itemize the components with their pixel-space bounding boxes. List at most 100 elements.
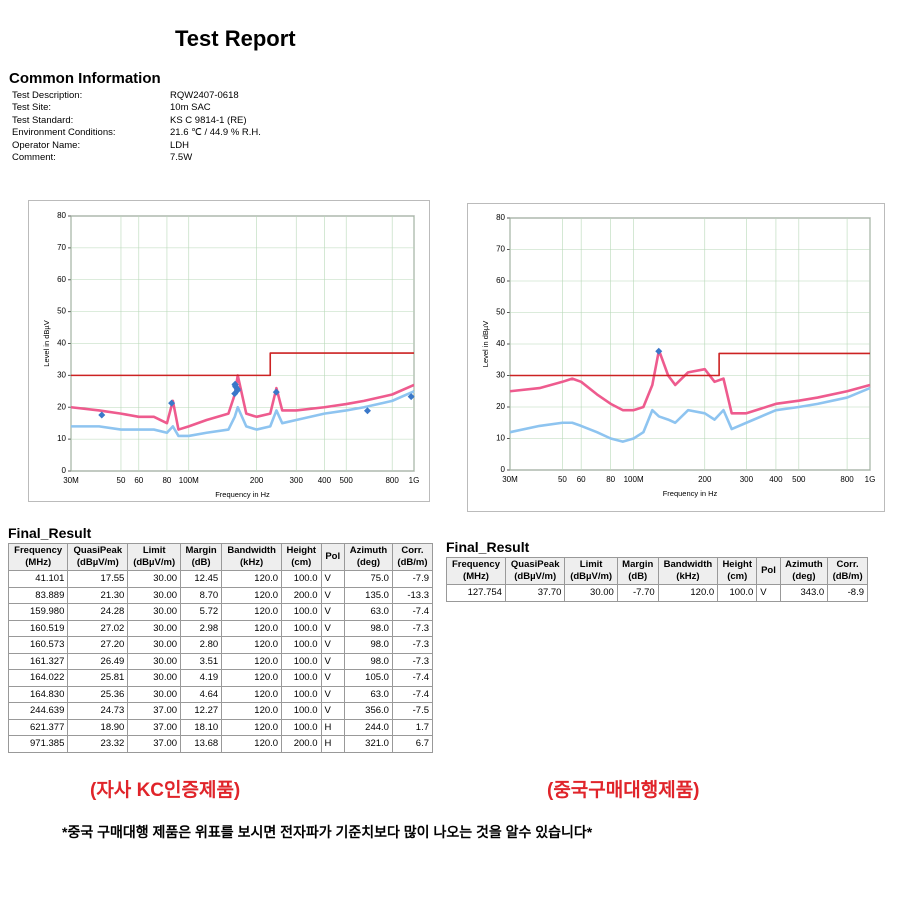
- y-tick-label: 60: [496, 276, 505, 285]
- header-text: QuasiPeak: [510, 559, 560, 570]
- y-tick-label: 0: [501, 465, 506, 474]
- column-header: Height (cm): [281, 543, 322, 571]
- cell: 37.00: [127, 718, 182, 736]
- cell: V: [320, 570, 345, 588]
- cell: V: [320, 636, 345, 654]
- info-value: 21.6 ℃ / 44.9 % R.H.: [170, 127, 261, 139]
- header-text: Azimuth: [349, 545, 388, 556]
- x-tick-label: 500: [792, 475, 806, 484]
- header-text: Margin: [622, 559, 654, 570]
- cell: 30.00: [127, 603, 182, 621]
- cell: -7.5: [391, 702, 434, 720]
- x-tick-label: 400: [318, 476, 332, 485]
- result-marker: [363, 407, 371, 415]
- info-label: Operator Name:: [12, 139, 81, 151]
- x-tick-label: 30M: [502, 475, 518, 484]
- header-text: (dB/m): [832, 571, 863, 582]
- table-title: Final_Result: [8, 525, 92, 541]
- x-tick-label: 500: [340, 476, 354, 485]
- report-title: Test Report: [175, 26, 296, 51]
- cell: 75.0: [343, 570, 393, 588]
- cell: 37.00: [127, 702, 182, 720]
- header-text: Corr.: [401, 545, 424, 556]
- cell: 120.0: [221, 603, 283, 621]
- y-axis-label: Level in dBµV: [481, 321, 490, 367]
- info-label: Environment Conditions:: [12, 127, 116, 139]
- cell: 12.45: [180, 570, 223, 588]
- column-header: Frequency (MHz): [7, 543, 69, 571]
- column-header: Corr. (dB/m): [391, 543, 434, 571]
- x-tick-label: 400: [769, 475, 783, 484]
- table-row: 164.830 25.36 30.00 4.64 120.0 100.0 V 63.0 -7.4: [7, 685, 434, 703]
- cell: -7.4: [391, 685, 434, 703]
- cell: 100.0: [281, 619, 322, 637]
- header-text: (dBµV/m): [570, 571, 613, 582]
- info-row: Test Standard: KS C 9814-1 (RE): [12, 114, 261, 127]
- table-row: 161.327 26.49 30.00 3.51 120.0 100.0 V 98.0 -7.3: [7, 652, 434, 670]
- cell: 105.0: [343, 669, 393, 687]
- cell: 971.385: [7, 735, 69, 753]
- info-value: LDH: [170, 139, 190, 151]
- y-tick-label: 70: [57, 243, 66, 252]
- cell: 37.00: [127, 735, 182, 753]
- table-title: Final_Result: [446, 539, 530, 555]
- cell: 30.00: [127, 619, 182, 637]
- header-text: (kHz): [240, 557, 264, 568]
- cell: 30.00: [127, 636, 182, 654]
- cell: -7.4: [391, 603, 434, 621]
- cell: 25.81: [67, 669, 129, 687]
- header-text: Margin: [185, 545, 217, 556]
- y-tick-label: 60: [57, 275, 66, 284]
- header-text: Corr.: [836, 559, 859, 570]
- cell: 100.0: [281, 718, 322, 736]
- y-tick-label: 10: [57, 434, 66, 443]
- caption: (자사 KC인증제품): [90, 780, 241, 801]
- column-header: Pol: [756, 557, 781, 585]
- cell: 244.0: [343, 718, 393, 736]
- column-header: Corr. (dB/m): [827, 557, 868, 585]
- cell: 343.0: [779, 584, 829, 602]
- cell: V: [320, 702, 345, 720]
- x-tick-label: 1G: [865, 475, 876, 484]
- cell: -7.3: [391, 636, 434, 654]
- cell: 164.830: [7, 685, 69, 703]
- cell: 24.28: [67, 603, 129, 621]
- x-tick-label: 50: [117, 476, 126, 485]
- header-text: (dB): [191, 557, 211, 568]
- column-header: Pol: [320, 543, 345, 571]
- info-label: Test Site:: [12, 102, 52, 114]
- x-axis-label: Frequency in Hz: [663, 489, 718, 498]
- cell: 8.70: [180, 586, 223, 604]
- header-text: Bandwidth: [663, 559, 713, 570]
- header-text: Limit: [579, 559, 603, 570]
- header-text: Pol: [325, 551, 341, 562]
- cell: -7.9: [391, 570, 434, 588]
- cell: 30.00: [127, 652, 182, 670]
- table-row: 621.377 18.90 37.00 18.10 120.0 100.0 H 244.0 1.…: [7, 718, 434, 736]
- note: *중국 구매대행 제품은 위표를 보시면 전자파가 기준치보다 많이 나오는 것…: [62, 824, 593, 840]
- x-tick-label: 60: [134, 476, 143, 485]
- cell: 18.90: [67, 718, 129, 736]
- column-header: Height (cm): [717, 557, 758, 585]
- result-marker: [98, 411, 106, 419]
- column-header: QuasiPeak (dBµV/m): [67, 543, 129, 571]
- y-tick-label: 30: [57, 370, 66, 379]
- header-text: (kHz): [676, 571, 700, 582]
- header-text: Pol: [761, 565, 776, 576]
- column-header: Margin (dB): [616, 557, 659, 585]
- x-tick-label: 1G: [409, 476, 420, 485]
- cell: 98.0: [343, 619, 393, 637]
- cell: 27.20: [67, 636, 129, 654]
- table-row: 160.573 27.20 30.00 2.80 120.0 100.0 V 98.0 -7.3: [7, 636, 434, 654]
- y-tick-label: 0: [62, 466, 67, 475]
- cell: 200.0: [281, 735, 322, 753]
- cell: 6.7: [391, 735, 434, 753]
- x-tick-label: 300: [290, 476, 304, 485]
- y-tick-label: 20: [496, 402, 505, 411]
- header-row: Frequency (MHz) QuasiPeak (dBµV/m) Limit (dBµ…: [446, 557, 868, 585]
- cell: 98.0: [343, 636, 393, 654]
- table-row: 159.980 24.28 30.00 5.72 120.0 100.0 V 63.0 -7.4: [7, 603, 434, 621]
- x-tick-label: 30M: [63, 476, 79, 485]
- header-text: (dBµV/m): [76, 557, 119, 568]
- cell: 18.10: [180, 718, 223, 736]
